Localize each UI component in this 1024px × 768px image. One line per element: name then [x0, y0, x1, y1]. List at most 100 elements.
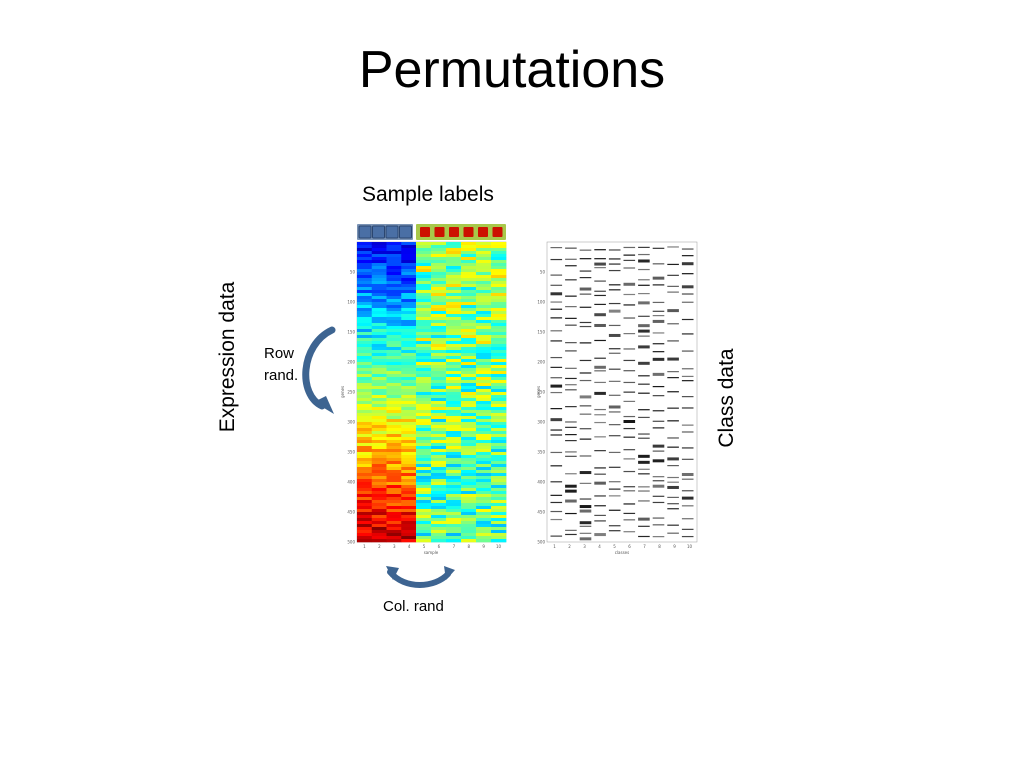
heatmap-cell: [371, 251, 387, 255]
class-mark: [550, 451, 563, 454]
heatmap-cell: [491, 269, 507, 273]
heatmap-cell: [386, 524, 402, 528]
heatmap-cell: [446, 299, 462, 303]
heatmap-cell: [416, 365, 432, 369]
heatmap-cell: [386, 323, 402, 327]
class-mark: [608, 466, 621, 468]
heatmap-cell: [357, 359, 373, 363]
heatmap-cell: [431, 449, 447, 453]
heatmap-cell: [476, 320, 492, 324]
heatmap-x-tick-label: 7: [453, 544, 456, 549]
heatmap-cell: [401, 299, 417, 303]
heatmap-cell: [386, 443, 402, 447]
heatmap-cell: [461, 311, 477, 315]
class-y-tick-label: 50: [540, 270, 546, 275]
heatmap-cell: [371, 305, 387, 309]
heatmap-cell: [461, 521, 477, 525]
heatmap-cell: [357, 368, 373, 372]
heatmap-cell: [416, 263, 432, 267]
heatmap-cell: [371, 482, 387, 486]
heatmap-cell: [461, 332, 477, 336]
heatmap-cell: [431, 356, 447, 360]
heatmap-cell: [476, 329, 492, 333]
heatmap-cell: [491, 323, 507, 327]
heatmap-cell: [461, 326, 477, 330]
heatmap-cell: [461, 365, 477, 369]
heatmap-cell: [476, 353, 492, 357]
heatmap-y-tick-label: 50: [350, 270, 356, 275]
heatmap-cell: [386, 431, 402, 435]
heatmap-cell: [446, 248, 462, 252]
class-mark: [550, 518, 563, 521]
class-mark: [681, 505, 694, 507]
heatmap-cell: [416, 515, 432, 519]
heatmap-cell: [416, 254, 432, 258]
class-mark: [681, 431, 694, 433]
class-mark: [652, 459, 665, 463]
class-mark: [550, 434, 563, 436]
heatmap-cell: [401, 530, 417, 534]
heatmap-cell: [357, 473, 373, 477]
heatmap-cell: [431, 515, 447, 519]
heatmap-cell: [491, 254, 507, 258]
class-mark: [681, 478, 694, 480]
class-mark: [550, 284, 563, 286]
heatmap-cell: [416, 425, 432, 429]
heatmap-cell: [371, 485, 387, 489]
heatmap-cell: [476, 347, 492, 351]
heatmap-cell: [357, 437, 373, 441]
class-mark: [638, 335, 650, 337]
heatmap-cell: [401, 434, 417, 438]
class-mark: [623, 282, 636, 286]
heatmap-cell: [431, 497, 447, 501]
heatmap-cell: [476, 290, 492, 294]
heatmap-cell: [476, 341, 492, 345]
heatmap-cell: [476, 344, 492, 348]
heatmap-cell: [476, 263, 492, 267]
heatmap-cell: [431, 335, 447, 339]
heatmap-cell: [446, 344, 462, 348]
heatmap-cell: [446, 413, 462, 417]
class-mark: [652, 310, 665, 312]
heatmap-cell: [431, 326, 447, 330]
class-mark: [594, 290, 606, 292]
heatmap-cell: [371, 533, 387, 537]
heatmap-cell: [386, 518, 402, 522]
heatmap-cell: [491, 518, 507, 522]
heatmap-cell: [476, 527, 492, 531]
heatmap-cell: [416, 359, 432, 363]
heatmap-cell: [446, 476, 462, 480]
heatmap-cell: [431, 419, 447, 423]
heatmap-cell: [431, 479, 447, 483]
heatmap-cell: [371, 422, 387, 426]
heatmap-cell: [416, 509, 432, 513]
heatmap-cell: [401, 260, 417, 264]
heatmap-cell: [476, 257, 492, 261]
class-mark: [681, 496, 694, 500]
heatmap-cell: [446, 515, 462, 519]
heatmap-cell: [431, 365, 447, 369]
heatmap-cell: [357, 365, 373, 369]
heatmap-cell: [401, 482, 417, 486]
heatmap-cell: [461, 416, 477, 420]
heatmap-cell: [446, 512, 462, 516]
heatmap-cell: [357, 308, 373, 312]
heatmap-cell: [476, 380, 492, 384]
class-mark: [550, 317, 563, 319]
heatmap-cell: [357, 371, 373, 375]
class-mark: [638, 409, 650, 411]
heatmap-cell: [371, 509, 387, 513]
heatmap-y-tick-label: 200: [347, 360, 355, 365]
class-mark: [579, 471, 592, 475]
heatmap-cell: [386, 458, 402, 462]
class-mark: [623, 381, 636, 384]
heatmap-cell: [491, 368, 507, 372]
heatmap-cell: [386, 347, 402, 351]
class-mark: [681, 472, 694, 476]
heatmap-cell: [491, 248, 507, 252]
class-y-tick-label: 400: [537, 480, 545, 485]
heatmap-cell: [371, 425, 387, 429]
heatmap-cell: [491, 443, 507, 447]
heatmap-cell: [371, 413, 387, 417]
